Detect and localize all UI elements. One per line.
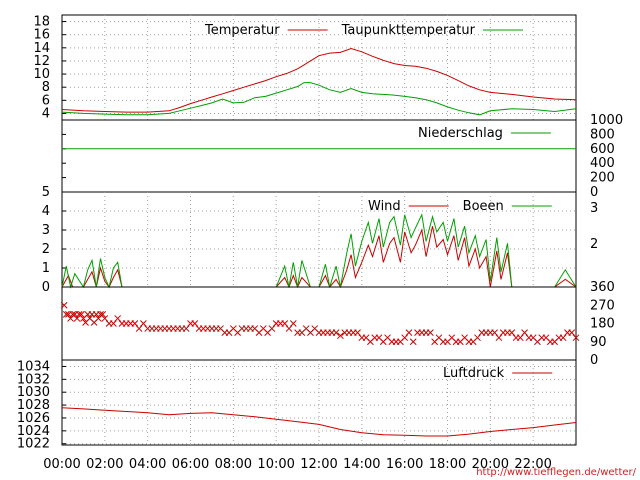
pressure-tick-label: 1022 bbox=[17, 437, 50, 452]
wind_direction-point bbox=[427, 329, 434, 336]
wind_direction-point bbox=[114, 315, 122, 322]
wind_direction-point bbox=[405, 329, 413, 336]
pressure-tick-label: 1030 bbox=[17, 385, 50, 400]
wind_direction-point bbox=[572, 334, 580, 342]
time-tick-label: 10:00 bbox=[257, 457, 294, 472]
wind-tick-label: 0 bbox=[42, 280, 50, 295]
time-tick-label: 04:00 bbox=[129, 457, 166, 472]
wind_direction-point bbox=[191, 320, 199, 327]
temperature-series-temperatur bbox=[61, 47, 577, 113]
wind-tick-label: 3 bbox=[42, 223, 50, 238]
temperature-tick-label: 4 bbox=[42, 106, 50, 121]
wind_direction-point bbox=[401, 334, 409, 342]
pressure-series-luftdruck bbox=[61, 407, 577, 437]
precipitation-tick-label: 1000 bbox=[590, 113, 623, 128]
wind_direction-point bbox=[521, 329, 528, 336]
wind-series-boeen bbox=[61, 213, 577, 289]
wind_direction-right-tick-label: 0 bbox=[590, 353, 598, 368]
panel-wind_direction: 0 90 180 270 360 bbox=[60, 280, 615, 368]
time-tick-label: 08:00 bbox=[215, 457, 252, 472]
temperature-tick-label: 12 bbox=[33, 54, 50, 69]
wind_direction-right-tick-label: 90 bbox=[590, 335, 607, 350]
wind_direction-point bbox=[337, 332, 344, 340]
wind_direction-point bbox=[281, 320, 289, 327]
temperature-tick-label: 16 bbox=[33, 28, 50, 43]
wind_direction-point bbox=[354, 329, 361, 336]
wind_direction-point bbox=[409, 338, 417, 346]
wind_direction-point bbox=[332, 329, 340, 336]
time-tick-label: 20:00 bbox=[472, 457, 509, 472]
wind_direction-point bbox=[516, 334, 524, 342]
wind-legend-boeen: Boeen bbox=[463, 199, 504, 214]
temperature-legend-temperatur: Temperatur bbox=[204, 23, 280, 38]
precipitation-tick-label: 800 bbox=[590, 127, 615, 142]
pressure-tick-label: 1024 bbox=[17, 424, 50, 439]
time-tick-label: 18:00 bbox=[429, 457, 466, 472]
pressure-tick-label: 1026 bbox=[17, 411, 50, 426]
time-tick-label: 16:00 bbox=[386, 457, 423, 472]
wind-tick-label: 4 bbox=[42, 204, 50, 219]
temperature-tick-label: 14 bbox=[33, 41, 50, 56]
wind_direction-point bbox=[60, 301, 68, 309]
temperature-legend-taupunkttemperatur: Taupunkttemperatur bbox=[341, 23, 476, 38]
wind_direction-point bbox=[110, 320, 117, 327]
wind_direction-point bbox=[101, 315, 109, 322]
wind-tick-label: 1 bbox=[42, 261, 50, 276]
wind_direction-point bbox=[474, 334, 481, 342]
pressure-tick-label: 1034 bbox=[17, 359, 50, 374]
pressure-tick-label: 1032 bbox=[17, 372, 50, 387]
wind_direction-right-tick-label: 360 bbox=[590, 280, 615, 295]
wind-legend-wind: Wind bbox=[368, 199, 401, 214]
wind-series-wind bbox=[61, 226, 577, 289]
precipitation-legend-niederschlag: Niederschlag bbox=[418, 126, 503, 141]
wind_direction-point bbox=[131, 320, 139, 327]
temperature-tick-label: 10 bbox=[33, 67, 50, 82]
precipitation-tick-label: 400 bbox=[590, 156, 615, 171]
wind_direction-point bbox=[285, 325, 293, 332]
time-tick-label: 02:00 bbox=[86, 457, 123, 472]
wind_direction-point bbox=[140, 320, 147, 327]
wind-right-tick-label: 2 bbox=[590, 237, 598, 252]
wind_direction-right-tick-label: 180 bbox=[590, 317, 615, 332]
precipitation-tick-label: 0 bbox=[590, 185, 598, 200]
time-tick-label: 12:00 bbox=[300, 457, 337, 472]
time-tick-label: 22:00 bbox=[514, 457, 551, 472]
temperature-tick-label: 18 bbox=[33, 15, 50, 30]
wind_direction-point bbox=[99, 311, 107, 318]
temperature-tick-label: 8 bbox=[42, 80, 50, 95]
wind_direction-point bbox=[568, 329, 576, 336]
precipitation-tick-label: 200 bbox=[590, 171, 615, 186]
pressure-tick-label: 1028 bbox=[17, 398, 50, 413]
temperature-series-taupunkttemperatur bbox=[61, 82, 577, 116]
time-tick-label: 00:00 bbox=[43, 457, 80, 472]
wind_direction-point bbox=[495, 334, 503, 342]
wind_direction-point bbox=[268, 325, 276, 332]
time-tick-label: 14:00 bbox=[343, 457, 380, 472]
pressure-legend-luftdruck: Luftdruck bbox=[443, 366, 505, 381]
wind-right-tick-label: 3 bbox=[590, 201, 598, 216]
wind_direction-point bbox=[559, 334, 567, 342]
precipitation-tick-label: 600 bbox=[590, 142, 615, 157]
wind-tick-label: 2 bbox=[42, 242, 50, 257]
panel-wind: 0 1 2 3 4 5 2 3 Wind Boeen bbox=[42, 185, 599, 295]
wind_direction-right-tick-label: 270 bbox=[590, 298, 615, 313]
wind_direction-point bbox=[135, 325, 143, 332]
wind_direction-point bbox=[182, 325, 190, 332]
wind_direction-point bbox=[491, 329, 498, 336]
wind_direction-frame bbox=[61, 286, 577, 361]
credit-link[interactable]: http://www.tiefflegen.de/wetter/ bbox=[476, 467, 636, 478]
wind_direction-point bbox=[77, 311, 85, 318]
temperature-tick-label: 6 bbox=[42, 93, 50, 108]
time-tick-label: 06:00 bbox=[172, 457, 209, 472]
wind_direction-point bbox=[508, 329, 516, 336]
wind_direction-point bbox=[289, 320, 297, 327]
wind-tick-label: 5 bbox=[42, 185, 50, 200]
